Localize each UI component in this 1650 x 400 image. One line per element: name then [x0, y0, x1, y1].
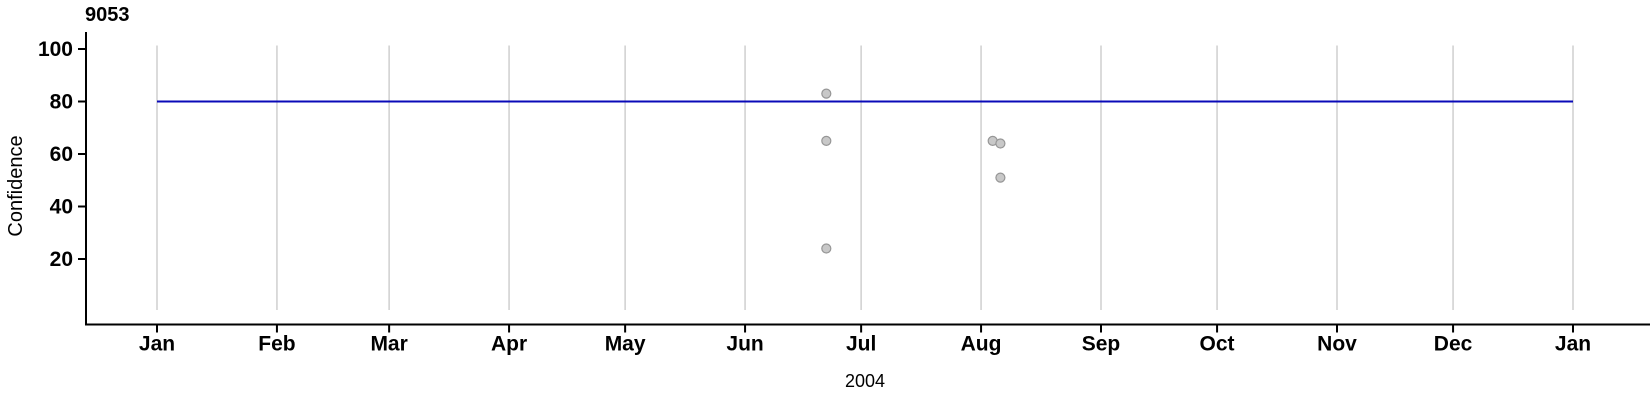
x-tick-label: Aug: [961, 333, 1002, 356]
y-tick-label: 60: [50, 143, 73, 166]
data-point: [995, 172, 1006, 183]
data-point: [821, 243, 832, 254]
tick-layer: [78, 48, 1574, 333]
y-tick-label: 40: [50, 196, 73, 219]
data-point: [821, 88, 832, 99]
y-axis-label: Confidence: [5, 135, 27, 236]
x-tick-label: Jun: [726, 333, 763, 356]
chart-title: 9053: [85, 4, 130, 26]
x-tick-label: Jul: [846, 333, 876, 356]
x-tick-label: Feb: [258, 333, 295, 356]
x-tick-label: Jan: [139, 333, 175, 356]
x-tick-label: Dec: [1434, 333, 1473, 356]
x-tick-label: Jan: [1555, 333, 1591, 356]
tick-label-layer: 20 40 60 80 100 Jan Feb Mar Apr May Jun Jul Aug Sep Oc…: [38, 38, 1591, 356]
data-point-layer: [821, 88, 1006, 254]
x-tick-label: Sep: [1082, 333, 1121, 356]
y-tick-label: 20: [50, 248, 73, 271]
x-tick-label: Nov: [1317, 333, 1357, 356]
x-axis-label: 2004: [845, 371, 885, 391]
y-tick-label: 100: [38, 38, 73, 61]
data-point: [821, 135, 832, 146]
x-tick-label: May: [605, 333, 646, 356]
x-tick-label: Mar: [370, 333, 407, 356]
gridline-layer: [156, 45, 1574, 310]
axis-layer: [85, 32, 1650, 326]
data-point: [995, 138, 1006, 149]
x-tick-label: Oct: [1200, 333, 1235, 356]
x-tick-label: Apr: [491, 333, 527, 356]
y-tick-label: 80: [50, 91, 73, 114]
